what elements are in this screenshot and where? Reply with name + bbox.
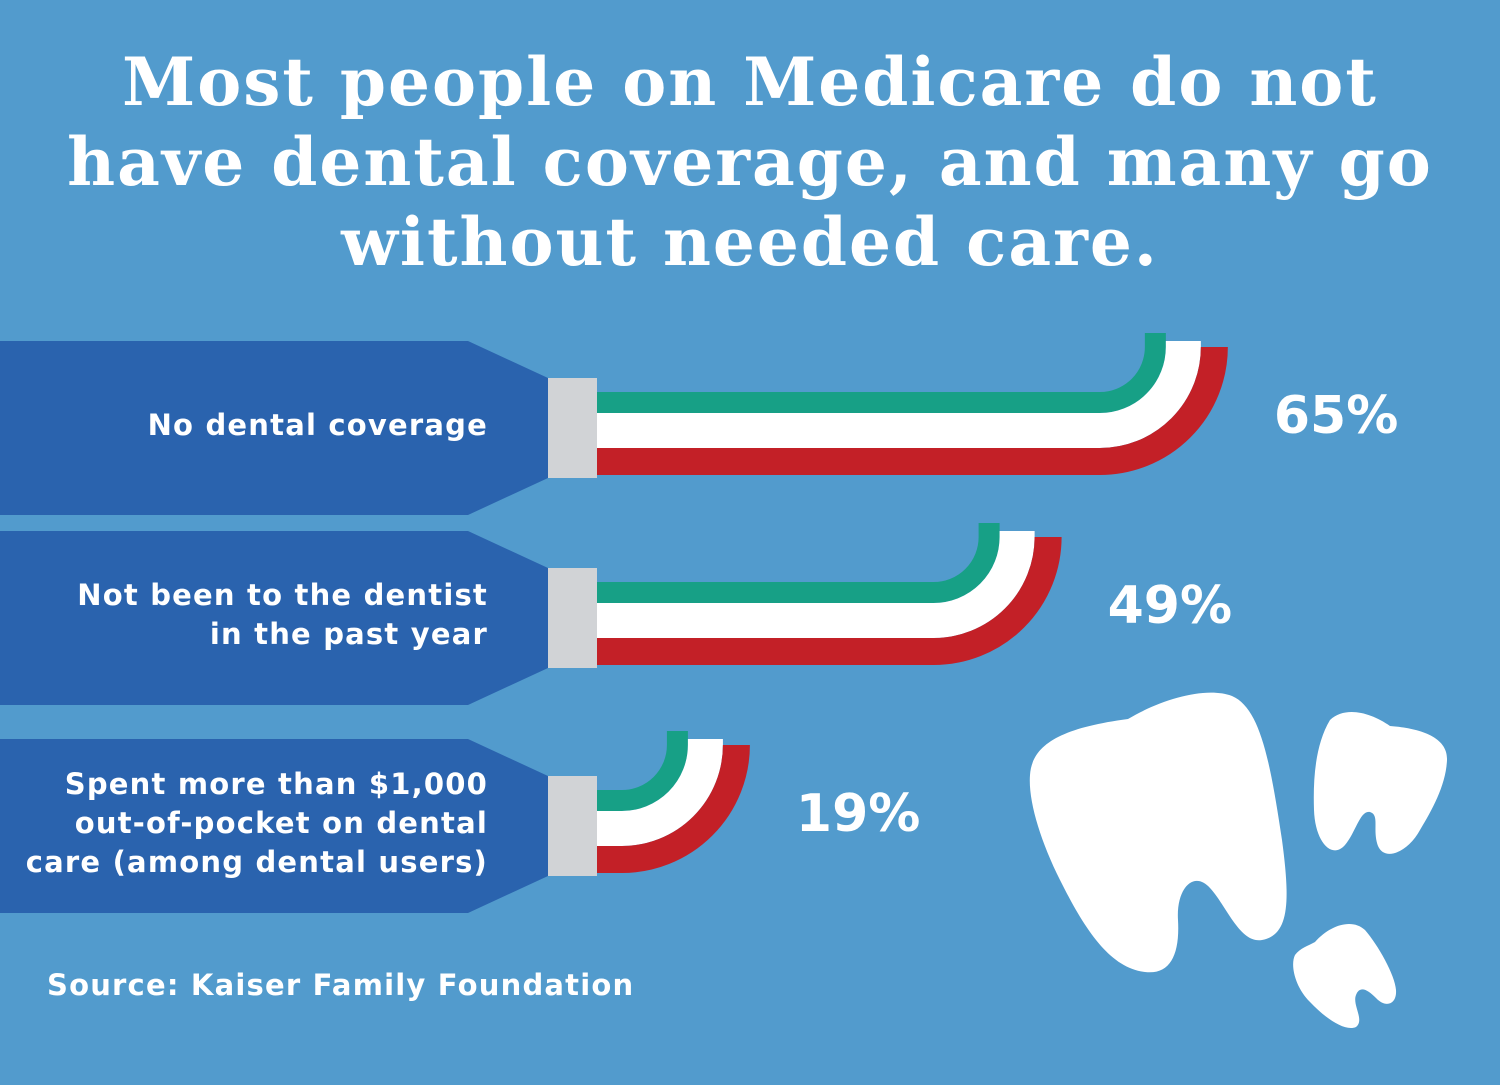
- toothbrush-handle: [0, 739, 548, 913]
- category-label-line: in the past year: [209, 617, 488, 651]
- category-label: Not been to the dentist in the past year: [77, 576, 488, 654]
- category-label-line: Not been to the dentist: [77, 578, 488, 612]
- toothbrush-ferrule: [548, 776, 597, 876]
- toothbrush-ferrule: [548, 568, 597, 668]
- title-line: Most people on Medicare do not: [122, 43, 1378, 121]
- value-label: 19%: [795, 784, 921, 844]
- toothpaste-bar: [597, 341, 1201, 448]
- value-label: 49%: [1107, 576, 1233, 636]
- category-label-line: out-of-pocket on dental: [74, 805, 488, 840]
- toothpaste-bar: [597, 739, 723, 846]
- toothpaste-bar: [597, 731, 688, 811]
- toothpaste-bar: [597, 744, 750, 873]
- title-line: without needed care.: [341, 203, 1159, 281]
- category-label-line: care (among dental users): [25, 844, 488, 879]
- category-label-line: No dental coverage: [147, 407, 488, 442]
- category-label: No dental coverage: [148, 406, 488, 445]
- toothbrush-handle: [0, 341, 548, 515]
- toothbrush-ferrule: [548, 378, 597, 478]
- toothpaste-bar: [597, 346, 1228, 475]
- toothpaste-bar: [597, 523, 1000, 603]
- infographic-title: Most people on Medicare do not have dent…: [0, 42, 1500, 282]
- toothpaste-bar: [597, 536, 1062, 665]
- value-label: 65%: [1273, 386, 1399, 446]
- title-line: have dental coverage, and many go: [67, 123, 1433, 201]
- category-label: Spent more than $1,000 out-of-pocket on d…: [26, 765, 488, 882]
- category-label-line: Spent more than $1,000: [64, 766, 488, 801]
- toothpaste-bar: [597, 333, 1166, 413]
- toothpaste-bar: [597, 531, 1035, 638]
- source-note: Source: Kaiser Family Foundation: [47, 968, 635, 1002]
- toothbrush-handle: [0, 531, 548, 705]
